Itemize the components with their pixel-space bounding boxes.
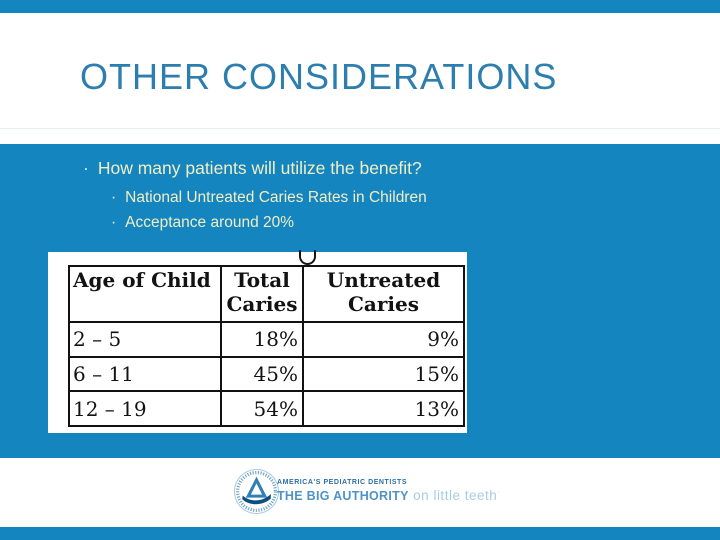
logo-tagline-big: THE BIG AUTHORITY on little teeth· (277, 487, 500, 505)
table-header-untreated-caries: Untreated Caries (302, 265, 465, 323)
table-header-total-caries: Total Caries (220, 265, 304, 323)
bullet-sub-2: · Acceptance around 20% (111, 214, 294, 232)
divider-line (0, 128, 720, 129)
logo-tagline-bold: THE BIG AUTHORITY (277, 489, 409, 503)
table-cell: 9% (302, 321, 465, 358)
table-cell: 45% (220, 355, 304, 393)
logo-tagline-small: AMERICA'S PEDIATRIC DENTISTS (277, 479, 408, 486)
table-cell: 54% (220, 390, 304, 427)
table-row: 12 – 19 54% 13% (68, 390, 465, 427)
aapd-seal-icon (234, 469, 279, 514)
table-cell: 2 – 5 (68, 321, 222, 358)
logo-text-block: AMERICA'S PEDIATRIC DENTISTS THE BIG AUT… (277, 479, 500, 505)
table-cell: 15% (302, 355, 465, 393)
bullet-marker: · (111, 189, 117, 206)
table-cell: 18% (220, 321, 304, 358)
logo-trademark-mark: · (497, 488, 500, 496)
table-cell: 12 – 19 (68, 390, 222, 427)
table-header-row: Age of Child Total Caries Untreated Cari… (68, 265, 465, 323)
content-band: · How many patients will utilize the bene… (0, 144, 720, 458)
table-image-panel: Age of Child Total Caries Untreated Cari… (48, 250, 467, 433)
cropped-letter-fragment (299, 250, 316, 265)
table-row: 2 – 5 18% 9% (68, 321, 465, 358)
bullet-sub-1-text: National Untreated Caries Rates in Child… (125, 189, 427, 206)
bullet-main-text: How many patients will utilize the benef… (97, 158, 422, 178)
bullet-sub-1: · National Untreated Caries Rates in Chil… (111, 189, 427, 207)
top-accent-bar (0, 0, 720, 13)
logo-tagline-light: on little teeth (413, 488, 498, 503)
table-cell: 6 – 11 (68, 355, 222, 393)
bullet-main: · How many patients will utilize the bene… (83, 158, 422, 179)
bottom-accent-bar (0, 527, 720, 540)
caries-table: Age of Child Total Caries Untreated Cari… (68, 265, 465, 427)
table-row: 6 – 11 45% 15% (68, 355, 465, 393)
bullet-sub-2-text: Acceptance around 20% (125, 214, 295, 231)
table-cell: 13% (302, 390, 465, 427)
bullet-marker: · (83, 158, 89, 178)
table-header-age: Age of Child (68, 265, 222, 323)
slide-title: OTHER CONSIDERATIONS (80, 56, 558, 97)
footer-logo: AMERICA'S PEDIATRIC DENTISTS THE BIG AUT… (233, 468, 500, 518)
bullet-marker: · (111, 214, 117, 231)
